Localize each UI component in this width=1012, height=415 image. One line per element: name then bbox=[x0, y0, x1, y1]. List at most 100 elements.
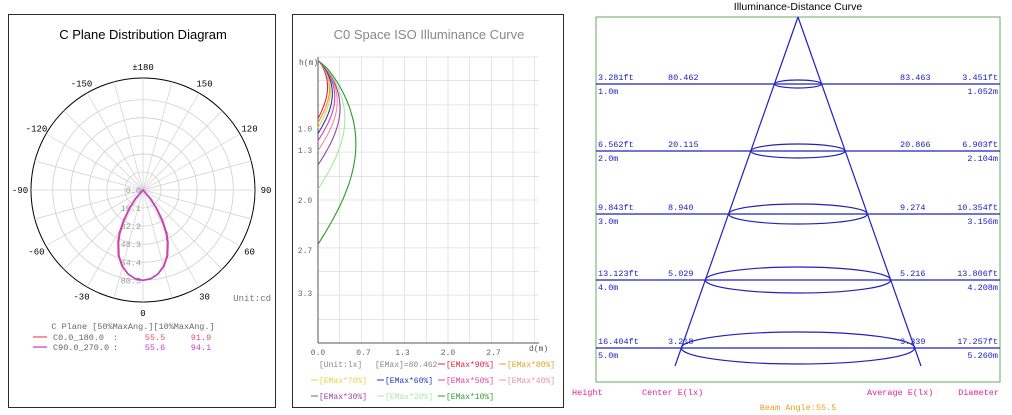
iso-xlabel: d(m) bbox=[529, 345, 548, 354]
beam-ellipse bbox=[727, 203, 869, 225]
series-beam50-c90: 55.6 bbox=[145, 343, 165, 353]
row-average-e: 20.866 bbox=[900, 140, 931, 150]
polar-angle-label: 60 bbox=[244, 248, 255, 258]
polar-angle-label: 0 bbox=[140, 309, 145, 319]
polar-angle-label: ±180 bbox=[132, 63, 154, 73]
polar-title: C Plane Distribution Diagram bbox=[59, 27, 227, 42]
polar-spoke bbox=[142, 189, 173, 299]
polar-spoke bbox=[86, 189, 144, 288]
iso-curve-9 bbox=[317, 60, 357, 245]
polar-radial-label: 64.4 bbox=[121, 258, 141, 268]
distance-frame bbox=[595, 16, 1001, 383]
polar-spoke bbox=[142, 92, 200, 191]
polar-unit-label: Unit:cd bbox=[233, 294, 271, 304]
polar-angle-label: 120 bbox=[241, 125, 257, 135]
iso-curve-7 bbox=[317, 60, 341, 166]
polar-spoke bbox=[45, 189, 144, 247]
row-height-m: 5.0m bbox=[598, 351, 618, 361]
iso-chart-panel: C0 Space ISO Illuminance Curve h(m) d(m)… bbox=[292, 14, 564, 408]
polar-spoke bbox=[63, 189, 144, 270]
row-diameter-ft: 17.257ft bbox=[957, 337, 998, 347]
row-diameter-ft: 6.903ft bbox=[962, 140, 998, 150]
polar-spoke bbox=[113, 189, 144, 299]
distance-chart-panel: Illuminance-Distance Curve 3.281ft 1.0m 80… bbox=[568, 0, 1004, 415]
iso-legend-label: [EMax*90%] bbox=[446, 361, 494, 370]
row-average-e: 3.339 bbox=[900, 337, 926, 347]
iso-x-tick: 2.7 bbox=[486, 349, 501, 358]
row-center-e: 20.115 bbox=[668, 140, 699, 150]
polar-angle-label: -30 bbox=[73, 293, 89, 303]
iso-x-tick: 0.7 bbox=[356, 349, 371, 358]
row-diameter-ft: 13.806ft bbox=[957, 269, 998, 279]
cone-right-edge bbox=[797, 16, 922, 367]
series-beam10-c0: 91.9 bbox=[191, 333, 211, 343]
row-height-ft: 3.281ft bbox=[598, 73, 634, 83]
row-height-m: 4.0m bbox=[598, 283, 618, 293]
polar-curve-c90 bbox=[117, 188, 169, 282]
polar-spoke bbox=[142, 189, 223, 270]
iso-x-tick: 1.3 bbox=[395, 349, 410, 358]
iso-legend-label: [EMax*30%] bbox=[319, 393, 367, 402]
row-diameter-ft: 10.354ft bbox=[957, 203, 998, 213]
polar-angle-label: -90 bbox=[12, 186, 28, 196]
iso-y-tick: 1.3 bbox=[298, 147, 313, 156]
polar-spoke bbox=[34, 189, 144, 220]
iso-legend-label: [EMax*20%] bbox=[385, 393, 433, 402]
polar-spoke bbox=[142, 133, 241, 191]
polar-angle-label: 30 bbox=[199, 293, 210, 303]
beam-ellipse bbox=[750, 143, 846, 159]
polar-spoke bbox=[142, 81, 173, 191]
polar-spoke bbox=[142, 110, 223, 191]
series-sep-c0: : bbox=[113, 333, 118, 343]
footer-height: Height bbox=[572, 388, 603, 398]
polar-spoke bbox=[142, 189, 200, 288]
polar-radial-label: 48.3 bbox=[121, 240, 141, 250]
row-average-e: 83.463 bbox=[900, 73, 931, 83]
iso-legend-label: [EMax*60%] bbox=[385, 377, 433, 386]
iso-ylabel: h(m) bbox=[299, 59, 318, 68]
iso-curve-1 bbox=[317, 60, 329, 119]
polar-table-header: C Plane [50%MaxAng.][10%MaxAng.] bbox=[51, 322, 214, 332]
series-beam10-c90: 94.1 bbox=[191, 343, 211, 353]
footer-center: Center E(lx) bbox=[642, 388, 703, 398]
polar-spoke bbox=[113, 81, 144, 191]
polar-chart-panel: C Plane Distribution Diagram ±180 150 120 9… bbox=[8, 14, 276, 408]
footer-diameter: Diameter bbox=[958, 388, 999, 398]
distance-chart: Illuminance-Distance Curve 3.281ft 1.0m 80… bbox=[572, 1, 1001, 413]
cone-left-edge bbox=[674, 16, 799, 367]
polar-spoke bbox=[142, 189, 241, 247]
polar-spoke bbox=[86, 92, 144, 191]
row-diameter-ft: 3.451ft bbox=[962, 73, 998, 83]
row-center-e: 8.940 bbox=[668, 203, 694, 213]
iso-y-tick: 1.0 bbox=[298, 126, 313, 135]
iso-chart: C0 Space ISO Illuminance Curve h(m) d(m)… bbox=[298, 27, 555, 402]
iso-legend-label: [EMax*70%] bbox=[319, 377, 367, 386]
polar-chart: C Plane Distribution Diagram ±180 150 120 9… bbox=[12, 27, 272, 353]
polar-radial-label: 80.5 bbox=[121, 276, 141, 286]
iso-legend-label: [EMax]=80.462 bbox=[375, 361, 438, 370]
row-diameter-m: 5.260m bbox=[967, 351, 998, 361]
polar-spoke bbox=[142, 189, 252, 220]
row-diameter-m: 3.156m bbox=[967, 217, 998, 227]
distance-title: Illuminance-Distance Curve bbox=[734, 1, 863, 13]
row-height-ft: 6.562ft bbox=[598, 140, 634, 150]
row-diameter-m: 2.104m bbox=[967, 154, 998, 164]
footer-average: Average E(lx) bbox=[867, 388, 933, 398]
iso-legend-label: [Unit:lx] bbox=[319, 361, 362, 370]
row-height-ft: 16.404ft bbox=[598, 337, 639, 347]
polar-angle-label: 90 bbox=[261, 186, 272, 196]
iso-y-tick: 2.7 bbox=[298, 247, 313, 256]
iso-legend-label: [EMax*50%] bbox=[446, 377, 494, 386]
iso-curve-8 bbox=[317, 60, 346, 190]
polar-spoke bbox=[45, 133, 144, 191]
polar-angle-label: -60 bbox=[28, 248, 44, 258]
row-height-m: 3.0m bbox=[598, 217, 618, 227]
row-average-e: 5.216 bbox=[900, 269, 926, 279]
footer-beam-angle: Beam Angle:55.5 bbox=[760, 403, 837, 413]
row-height-ft: 13.123ft bbox=[598, 269, 639, 279]
row-height-m: 2.0m bbox=[598, 154, 618, 164]
row-center-e: 3.218 bbox=[668, 337, 694, 347]
iso-legend-label: [EMax*10%] bbox=[446, 393, 494, 402]
iso-curve-3 bbox=[317, 60, 332, 129]
row-height-m: 1.0m bbox=[598, 87, 618, 97]
